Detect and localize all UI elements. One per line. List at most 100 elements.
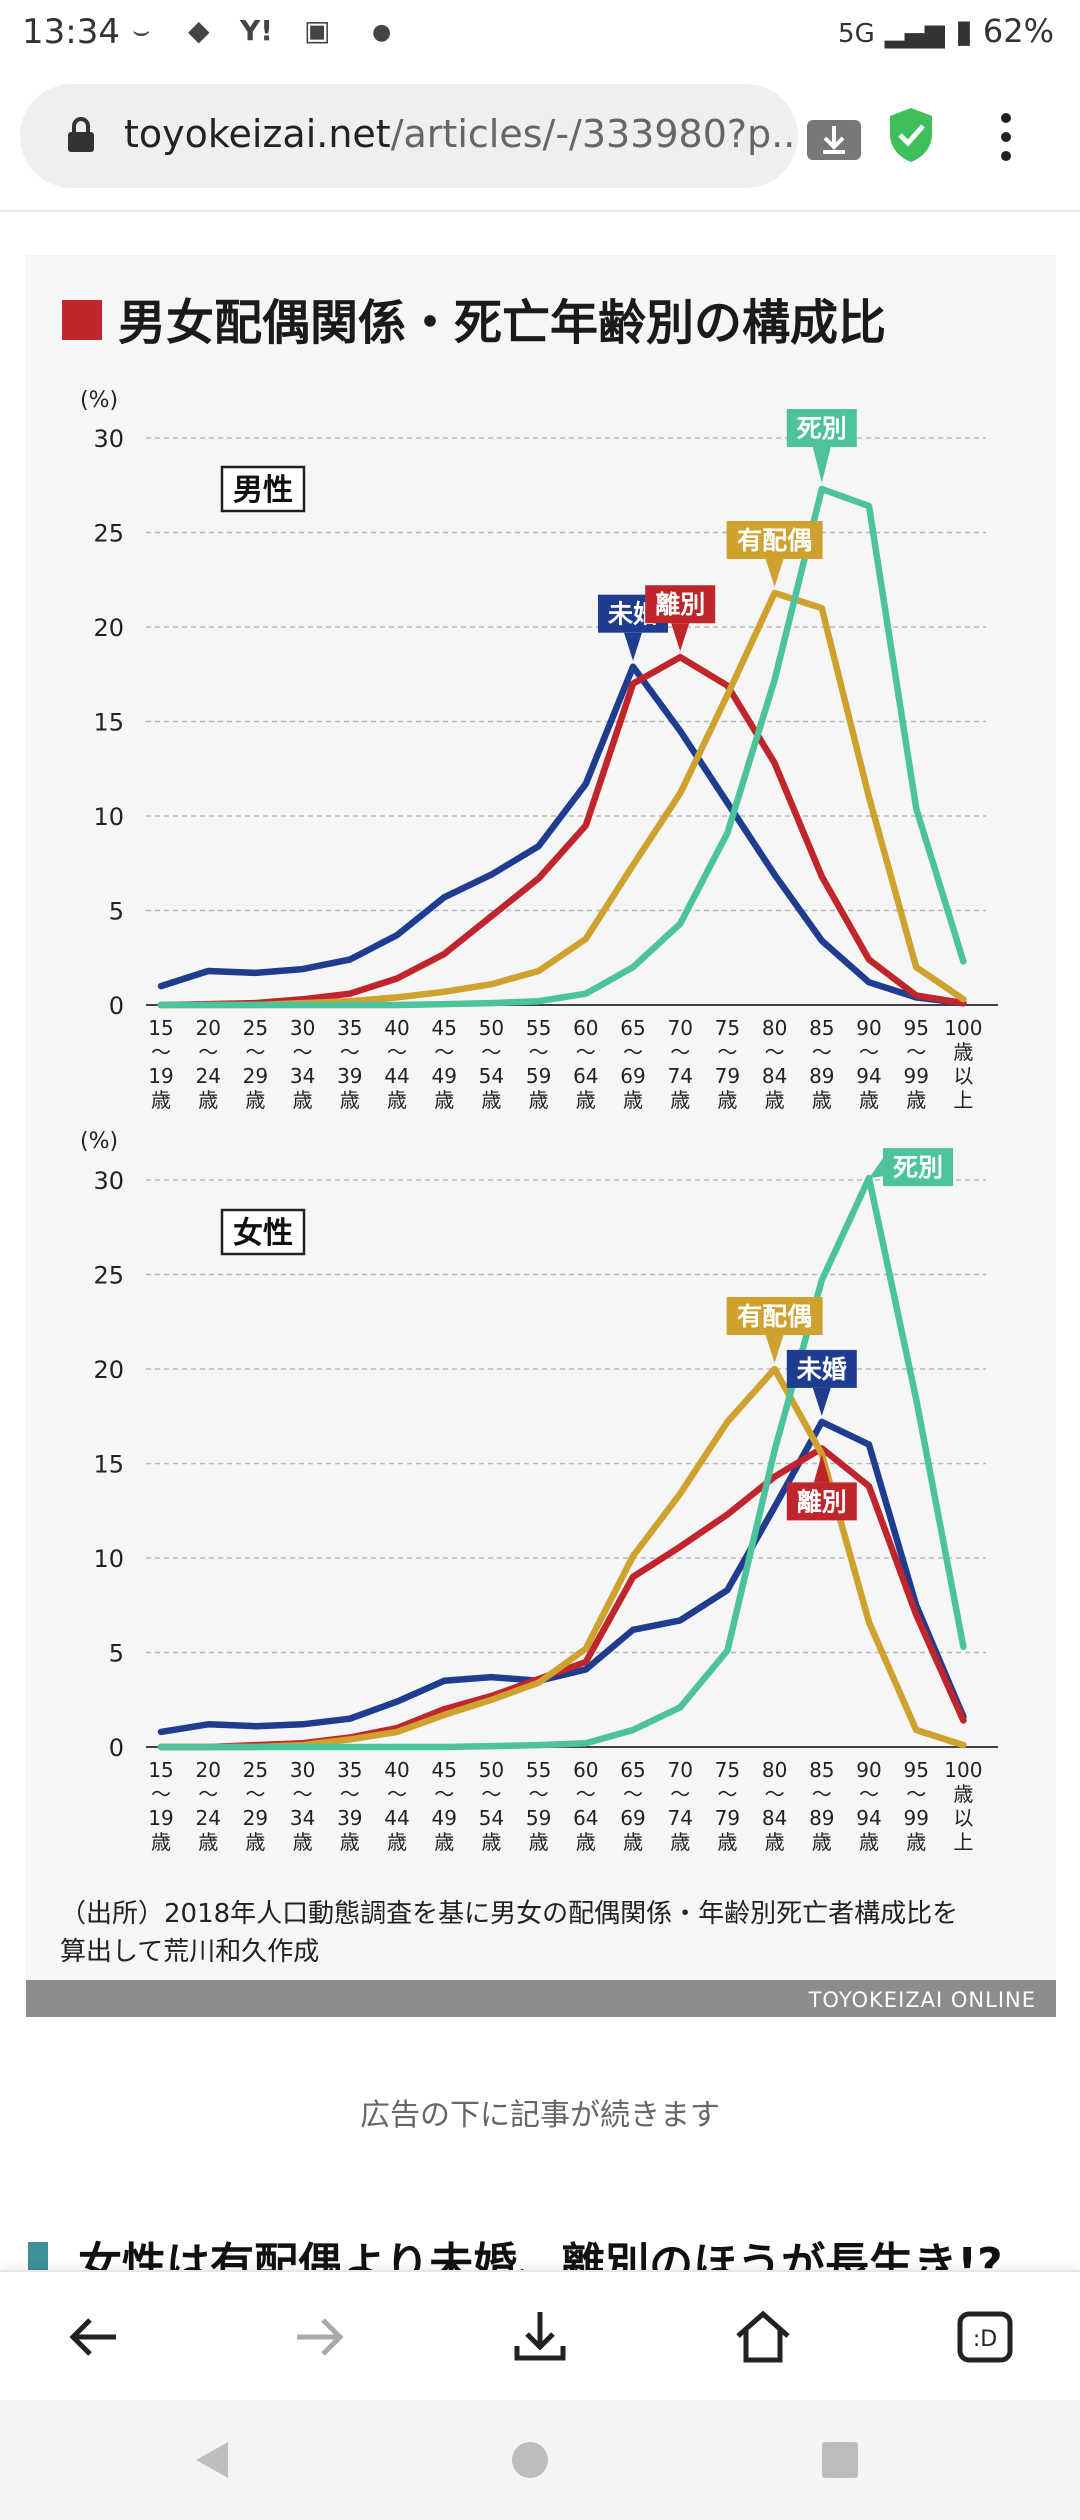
x-tick-label: 90 [856,1016,881,1040]
next-section-heading: 女性は有配偶より未婚、離別のほうが長生き!? [0,2240,1080,2270]
x-tick-label: 〜 [481,1040,501,1064]
x-tick-label: 歳 [812,1830,832,1854]
panel-label-box [220,465,306,513]
x-tick-label: 65 [620,1016,645,1040]
url-domain: toyokeizai.net [124,112,391,156]
x-tick-label: 54 [479,1064,504,1088]
x-tick-label: 歳 [717,1830,737,1854]
series-line-未婚 [157,1418,967,1736]
x-tick-label: 49 [431,1806,456,1830]
x-tick-label: 歳 [717,1088,737,1112]
system-back-icon[interactable] [190,2438,234,2482]
x-tick-label: 上 [953,1088,973,1112]
x-tick-label: 80 [762,1016,787,1040]
x-tick-label: 〜 [906,1040,926,1064]
x-tick-label: 74 [667,1064,692,1088]
y-tick-label: 5 [109,1640,124,1668]
y-axis-unit-label: (%) [80,1129,118,1154]
x-tick-label: 94 [856,1806,881,1830]
ad-notice: 広告の下に記事が続きます [360,2098,720,2133]
system-home-icon[interactable] [508,2438,552,2482]
x-tick-label: 85 [809,1758,834,1782]
callout-pointer [869,1158,883,1179]
forward-arrow-icon[interactable] [283,2302,353,2372]
x-tick-label: 70 [667,1016,692,1040]
x-tick-label: 84 [762,1064,787,1088]
panel-label: 男性 [233,473,293,508]
x-tick-label: 100 [944,1016,982,1040]
x-tick-label: 64 [573,1064,598,1088]
callout-pointer [813,1454,830,1483]
x-tick-label: 歳 [953,1040,973,1064]
x-tick-label: 24 [195,1806,220,1830]
x-tick-label: 80 [762,1758,787,1782]
download-page-icon[interactable] [805,112,863,162]
x-tick-label: 59 [526,1064,551,1088]
menu-kebab-icon[interactable] [996,112,1016,162]
x-tick-label: 84 [762,1806,787,1830]
x-tick-label: 〜 [387,1040,407,1064]
x-tick-label: 60 [573,1758,598,1782]
home-icon[interactable] [728,2302,798,2372]
shield-check-icon[interactable] [886,106,936,164]
x-tick-label: 〜 [293,1782,313,1806]
series-label: 離別 [797,1487,847,1516]
figure-source: （出所）2018年人口動態調査を基に男女の配偶関係・年齢別死亡者構成比を 算出し… [60,1895,1020,1971]
url-text[interactable]: toyokeizai.net/articles/-/333980?p... [124,112,794,156]
x-tick-label: 〜 [859,1782,879,1806]
source-line-1: （出所）2018年人口動態調査を基に男女の配偶関係・年齢別死亡者構成比を [60,1899,959,1929]
x-tick-label: 29 [243,1064,268,1088]
chart-figure: 男女配偶関係・死亡年齢別の構成比 0 5 10 15 20 25 30 (%) 男性 15 〜 19 歳… [26,255,1056,2017]
status-time: 13:34 [22,12,120,52]
x-tick-label: 〜 [623,1782,643,1806]
x-tick-label: 〜 [765,1782,785,1806]
download-icon[interactable] [505,2302,575,2372]
x-tick-label: 75 [715,1016,740,1040]
line-charts: 051015202530(%)男性15〜19歳20〜24歳25〜29歳30〜34… [80,388,998,1854]
panel-label-box [220,1208,306,1256]
x-tick-label: 〜 [340,1040,360,1064]
x-tick-label: 25 [243,1016,268,1040]
address-bar[interactable]: toyokeizai.net/articles/-/333980?p... [20,84,798,188]
callout-pointer [671,623,690,652]
x-tick-label: 40 [384,1758,409,1782]
callout-box [883,1148,953,1187]
heading-text: 女性は有配偶より未婚、離別のほうが長生き!? [78,2240,1003,2270]
status-bar: 13:34 ⌣ ◆ Y! ▣ ● 5G ▂▄▆ ▮ 62% [0,0,1080,66]
x-tick-label: 34 [290,1064,315,1088]
camera-app-icon: ▣ [304,14,331,47]
x-tick-label: 55 [526,1016,551,1040]
x-tick-label: 歳 [623,1830,643,1854]
x-tick-label: 79 [715,1806,740,1830]
yahoo-icon: Y! [240,14,274,47]
x-tick-label: 〜 [670,1040,690,1064]
x-tick-label: 24 [195,1064,220,1088]
y-tick-label: 5 [109,898,124,926]
x-tick-label: 50 [479,1016,504,1040]
system-recents-icon[interactable] [818,2438,862,2482]
x-tick-label: 30 [290,1016,315,1040]
x-tick-label: 歳 [670,1088,690,1112]
back-arrow-icon[interactable] [60,2302,130,2372]
browser-bottom-bar: :D [0,2270,1080,2402]
x-tick-label: 85 [809,1016,834,1040]
callout-box [645,585,716,624]
y-tick-label: 15 [93,709,124,737]
x-tick-label: 歳 [151,1088,171,1112]
lock-icon [68,117,94,152]
x-tick-label: 上 [953,1830,973,1854]
x-tick-label: 〜 [765,1040,785,1064]
x-tick-label: 歳 [576,1088,596,1112]
x-tick-label: 19 [148,1064,173,1088]
x-tick-label: 歳 [198,1088,218,1112]
url-path: /articles/-/333980?p... [390,112,794,156]
series-label: 有配偶 [737,1302,812,1331]
x-tick-label: 〜 [434,1782,454,1806]
title-marker [62,300,102,340]
x-tick-label: 〜 [434,1040,454,1064]
x-tick-label: 60 [573,1016,598,1040]
app-notification-icon: ◆ [188,14,210,47]
series-label: 離別 [655,590,705,619]
x-tick-label: 〜 [529,1782,549,1806]
tabs-icon[interactable]: :D [950,2302,1020,2372]
